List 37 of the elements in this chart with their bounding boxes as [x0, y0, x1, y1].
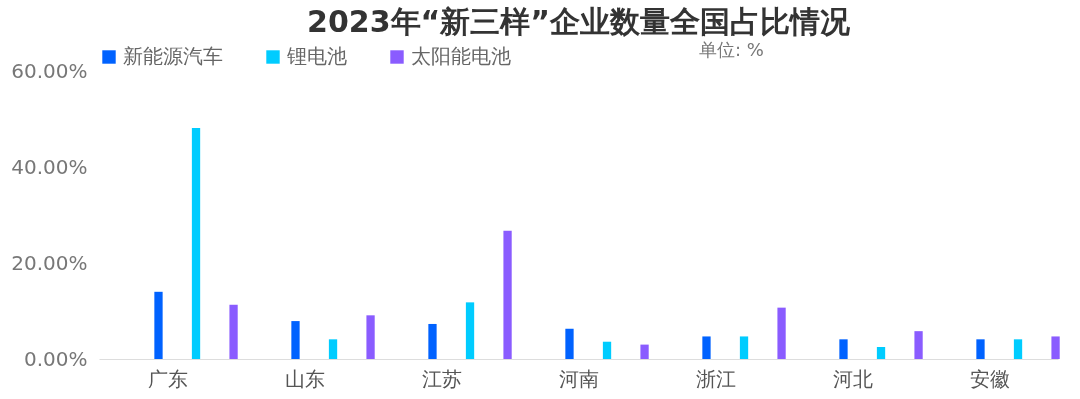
y-tick-label: 40.00% [11, 154, 88, 179]
bar [229, 304, 238, 359]
legend-label: 新能源汽车 [123, 44, 223, 68]
bar [191, 128, 201, 359]
y-tick-label: 20.00% [11, 250, 88, 275]
bar [1013, 339, 1023, 359]
bar [565, 328, 574, 359]
x-tick-label: 河南 [558, 366, 599, 391]
x-tick-label: 山东 [284, 366, 325, 391]
legend-label: 太阳能电池 [411, 44, 511, 68]
bar [640, 344, 649, 359]
bar [503, 230, 512, 359]
legend-label: 锂电池 [286, 44, 347, 68]
chart-title: 2023年“新三样”企业数量全国占比情况 [307, 4, 851, 39]
y-tick-label: 60.00% [11, 58, 88, 83]
bar [702, 336, 711, 359]
x-tick-label: 安徽 [969, 366, 1010, 391]
bar [976, 339, 985, 359]
bar [876, 347, 886, 359]
x-tick-label: 江苏 [421, 366, 462, 391]
bar [914, 331, 923, 359]
x-tick-label: 浙江 [695, 366, 736, 391]
bar [366, 315, 375, 359]
bar [739, 336, 749, 359]
y-tick-label: 0.00% [23, 346, 88, 371]
bar [328, 339, 338, 359]
x-tick-label: 广东 [147, 366, 188, 391]
bar [602, 341, 612, 359]
bar [154, 291, 163, 359]
bar [1051, 336, 1060, 359]
bar [291, 321, 300, 359]
text: 单位: % [699, 39, 764, 60]
bar [465, 302, 475, 359]
x-tick-label: 河北 [832, 366, 873, 391]
bar [839, 339, 848, 359]
bar [777, 307, 786, 359]
bar [428, 323, 437, 359]
